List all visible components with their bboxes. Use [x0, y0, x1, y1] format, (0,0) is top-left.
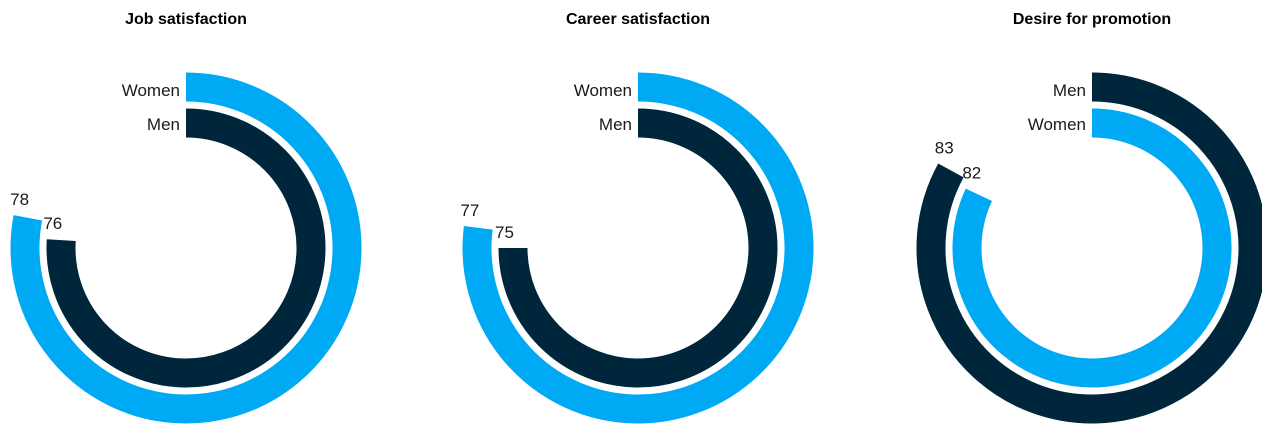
chart-title: Job satisfaction	[125, 11, 247, 28]
radial-chart: Career satisfaction Women 77 Men 75	[460, 11, 799, 409]
series-label-women: Women	[574, 81, 632, 100]
radial-bar-men	[513, 123, 763, 373]
series-label-men: Men	[599, 115, 632, 134]
radial-bar-women	[967, 123, 1217, 373]
value-label-women: 77	[460, 201, 479, 220]
series-label-men: Men	[1053, 81, 1086, 100]
value-label-men: 83	[935, 138, 954, 157]
value-label-women: 82	[962, 164, 981, 183]
value-label-men: 76	[43, 214, 62, 233]
chart-title: Desire for promotion	[1013, 11, 1171, 28]
radial-bar-men	[61, 123, 311, 373]
radial-chart: Job satisfaction Women 78 Men 76	[10, 11, 347, 409]
series-label-men: Men	[147, 115, 180, 134]
series-label-women: Women	[122, 81, 180, 100]
value-label-men: 75	[495, 223, 514, 242]
series-label-women: Women	[1028, 115, 1086, 134]
radial-chart: Desire for promotion Men 83 Women 82	[931, 11, 1253, 409]
value-label-women: 78	[10, 190, 29, 209]
chart-title: Career satisfaction	[566, 11, 710, 28]
